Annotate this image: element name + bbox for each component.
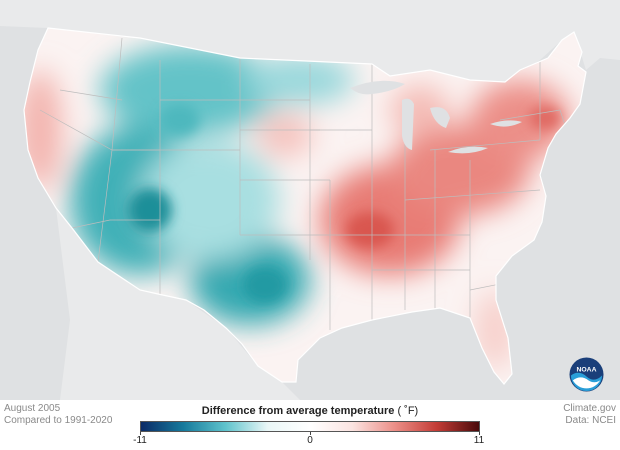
period-label: August 2005 (4, 403, 61, 414)
great-lakes (350, 80, 522, 154)
legend-color-scale (140, 421, 480, 432)
credit-info: Climate.gov Data: NCEI (563, 403, 616, 427)
warm-anomaly-south-dakota (257, 113, 313, 157)
legend-title: Difference from average temperature ( ˚F… (140, 405, 480, 417)
warm-anomaly-california (24, 70, 62, 190)
legend-unit: ( ˚F) (397, 405, 419, 417)
legend-tick-min (140, 432, 141, 435)
legend-mid-label: 0 (307, 435, 313, 446)
legend-max-label: 11 (473, 435, 485, 446)
legend-title-text: Difference from average temperature (201, 405, 395, 417)
source-label: Data: NCEI (565, 415, 616, 426)
mexico-landmass (56, 208, 300, 400)
noaa-logo: NOAA (569, 357, 604, 392)
baseline-label: Compared to 1991-2020 (4, 415, 113, 426)
legend-tick-mid (310, 432, 311, 435)
map-period-info: August 2005 Compared to 1991-2020 (4, 403, 112, 427)
cool-anomaly-northern-rockies (100, 45, 280, 135)
state-boundaries (39, 37, 571, 330)
warm-anomaly-florida (475, 290, 515, 370)
noaa-logo-text: NOAA (576, 367, 596, 374)
warm-anomaly-northeast (470, 80, 570, 160)
cool-anomaly-north-dakota (245, 55, 355, 105)
map-canvas (0, 0, 620, 400)
cool-anomaly-plains (140, 140, 280, 260)
us-outline (23, 27, 587, 385)
credit-label: Climate.gov (563, 403, 616, 414)
canada-landmass (0, 0, 620, 82)
legend-tick-max (479, 432, 480, 435)
legend-min-label: -11 (133, 435, 147, 446)
